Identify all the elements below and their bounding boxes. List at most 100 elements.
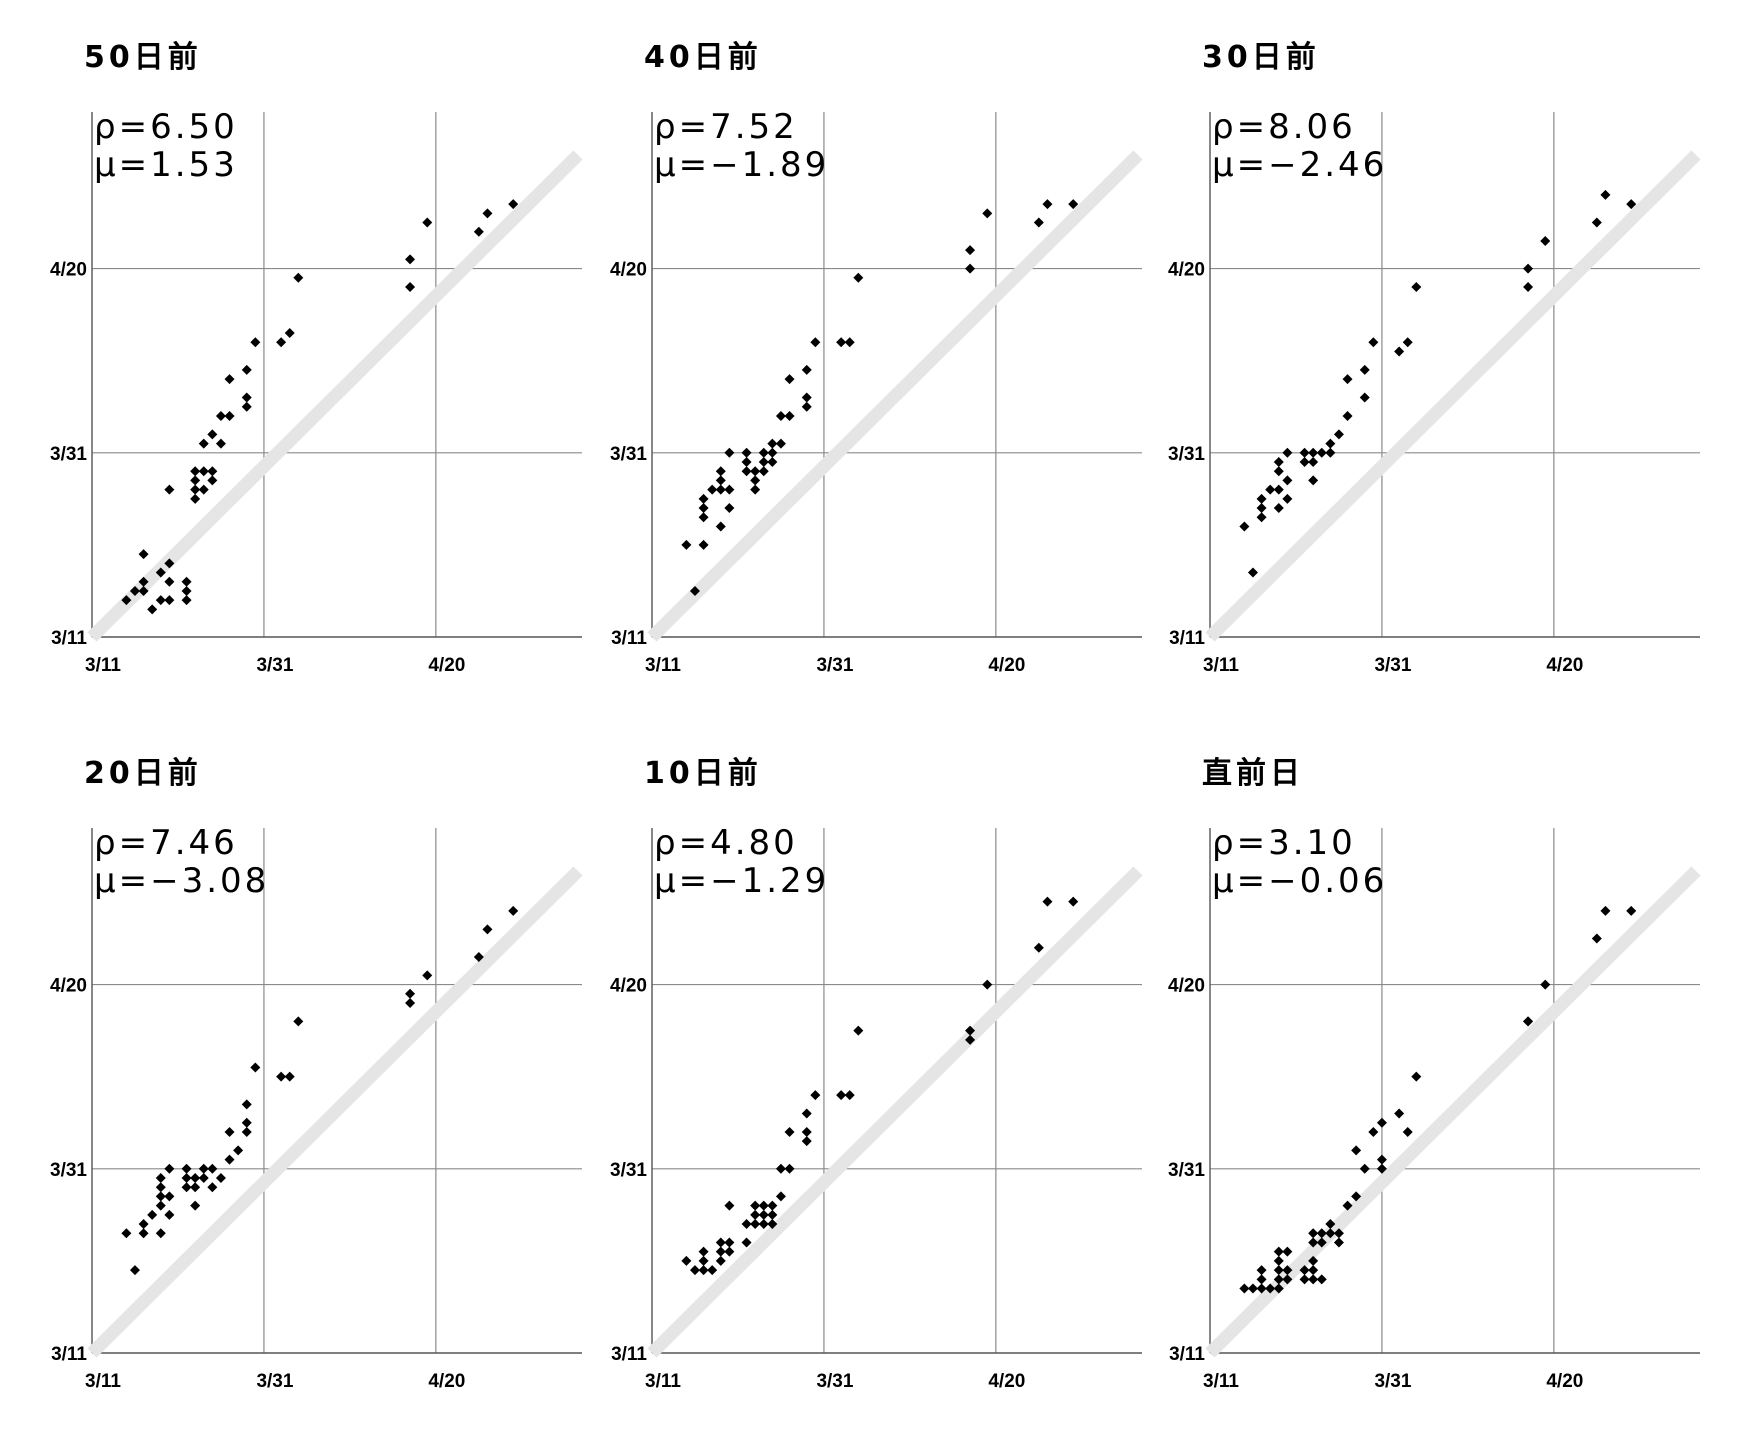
data-point <box>1299 457 1310 467</box>
data-point <box>155 1200 166 1211</box>
data-point <box>198 1173 209 1183</box>
data-point <box>1033 942 1044 953</box>
data-point <box>164 595 175 606</box>
data-point <box>215 438 226 449</box>
data-point <box>508 905 519 916</box>
data-point <box>1351 1145 1362 1156</box>
data-point <box>164 558 175 569</box>
data-point <box>741 1219 752 1230</box>
data-point <box>1282 1246 1293 1257</box>
data-point <box>1342 374 1353 385</box>
data-point <box>1325 438 1336 449</box>
data-point <box>207 466 218 477</box>
data-point <box>164 1191 175 1202</box>
data-point <box>181 595 192 606</box>
data-point <box>1333 429 1344 440</box>
data-point <box>233 1145 244 1156</box>
x-tick-label: 3/11 <box>1203 655 1239 676</box>
y-tick-label: 3/11 <box>611 628 647 649</box>
y-tick-label: 4/20 <box>50 976 87 997</box>
data-point <box>181 1163 192 1174</box>
y-tick-label: 3/11 <box>1169 628 1205 649</box>
y-tick-label: 3/11 <box>51 628 87 649</box>
data-point <box>1256 512 1267 523</box>
data-point <box>836 337 847 348</box>
data-point <box>801 1126 812 1137</box>
data-point <box>844 1090 855 1101</box>
data-point <box>698 512 709 523</box>
data-point <box>1351 1191 1362 1202</box>
data-point <box>241 401 252 412</box>
scatter-panel: 30日前 3/11 3/11 3/31 3/31 4/20 4/20 ρ=8.06μ=−2.4… <box>1168 40 1701 676</box>
data-point <box>1308 475 1319 486</box>
data-point <box>767 1209 778 1220</box>
data-point <box>276 337 287 348</box>
data-point <box>1308 1255 1319 1266</box>
data-point <box>775 438 786 449</box>
x-tick-label: 3/11 <box>645 1371 681 1392</box>
panel-title: 直前日 <box>1202 756 1304 791</box>
data-point <box>689 585 700 596</box>
data-point <box>801 392 812 403</box>
scatter-panel: 40日前 3/11 3/11 3/31 3/31 4/20 4/20 ρ=7.52μ=−1.8… <box>610 40 1143 676</box>
data-point <box>284 328 295 339</box>
data-point <box>1376 1163 1387 1174</box>
data-point <box>767 1219 778 1230</box>
data-point <box>1256 1265 1267 1276</box>
data-point <box>758 447 769 458</box>
x-tick-label: 3/31 <box>816 655 853 676</box>
data-point <box>1308 447 1319 458</box>
data-point <box>1333 1228 1344 1239</box>
data-point <box>215 410 226 421</box>
data-point <box>775 1191 786 1202</box>
y-tick-label: 3/31 <box>50 444 87 465</box>
data-point <box>121 595 132 606</box>
data-point <box>982 979 993 990</box>
data-point <box>1239 1283 1250 1294</box>
data-point <box>724 484 735 495</box>
x-tick-label: 4/20 <box>428 655 465 676</box>
data-point <box>405 282 416 292</box>
data-point <box>1402 1126 1413 1137</box>
data-point <box>1308 1228 1319 1239</box>
data-point <box>775 1163 786 1174</box>
data-point <box>405 998 416 1008</box>
data-point <box>147 1209 158 1220</box>
data-point <box>1325 1219 1336 1230</box>
x-tick-label: 3/31 <box>816 1371 853 1392</box>
data-point <box>155 595 166 606</box>
data-point <box>758 1209 769 1220</box>
data-point <box>164 1163 175 1174</box>
data-point <box>844 337 855 348</box>
data-point <box>698 493 709 504</box>
y-tick-label: 3/31 <box>610 444 647 465</box>
data-point <box>750 1209 761 1220</box>
data-point <box>405 988 416 999</box>
data-point <box>207 475 218 486</box>
data-point <box>1282 493 1293 504</box>
data-point <box>1308 457 1319 467</box>
data-point <box>1591 933 1602 944</box>
data-point <box>784 1126 795 1137</box>
data-point <box>1359 392 1370 403</box>
data-point <box>276 1071 287 1082</box>
data-point <box>155 567 166 578</box>
data-point <box>767 438 778 449</box>
data-point <box>241 364 252 375</box>
data-point <box>121 1228 132 1239</box>
data-point <box>1591 217 1602 228</box>
data-point <box>801 364 812 375</box>
data-point <box>1540 979 1551 990</box>
data-point <box>1273 1265 1284 1276</box>
data-point <box>129 1265 140 1276</box>
data-point <box>508 199 519 210</box>
y-tick-label: 3/31 <box>1168 444 1205 465</box>
data-point <box>750 1200 761 1211</box>
data-point <box>181 1182 192 1193</box>
data-point <box>155 1182 166 1193</box>
diagonal-reference-line <box>647 150 1143 642</box>
data-point <box>741 447 752 458</box>
data-point <box>155 1173 166 1183</box>
data-point <box>293 272 304 283</box>
data-point <box>775 410 786 421</box>
